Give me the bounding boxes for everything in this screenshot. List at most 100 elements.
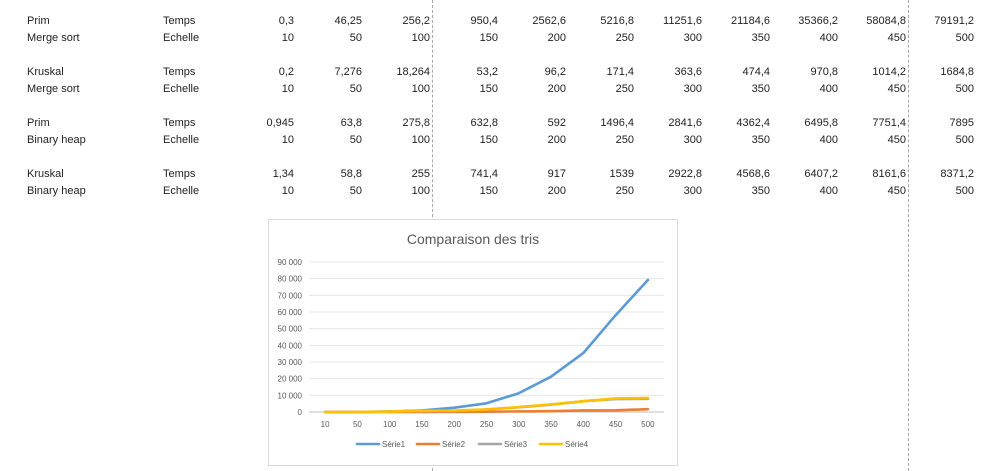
value-cell[interactable]: 10 — [281, 32, 294, 44]
value-cell[interactable]: 7,276 — [334, 66, 362, 78]
metric-label-cell[interactable]: Echelle — [163, 134, 200, 146]
value-cell[interactable]: 350 — [751, 32, 770, 44]
value-cell[interactable]: 400 — [819, 32, 838, 44]
value-cell[interactable]: 950,4 — [470, 15, 498, 27]
value-cell[interactable]: 100 — [411, 32, 430, 44]
value-cell[interactable]: 250 — [615, 83, 634, 95]
value-cell[interactable]: 275,8 — [402, 117, 430, 129]
algorithm-cell[interactable]: Kruskal — [27, 168, 64, 180]
value-cell[interactable]: 200 — [547, 134, 566, 146]
value-cell[interactable]: 11251,6 — [663, 15, 702, 27]
value-cell[interactable]: 58,8 — [340, 168, 362, 180]
metric-label-cell[interactable]: Temps — [163, 66, 196, 78]
algorithm-cell[interactable]: Prim — [27, 117, 50, 129]
value-cell[interactable]: 200 — [547, 185, 566, 197]
value-cell[interactable]: 21184,6 — [731, 15, 770, 27]
value-cell[interactable]: 5216,8 — [600, 15, 634, 27]
value-cell[interactable]: 1014,2 — [872, 66, 906, 78]
value-cell[interactable]: 450 — [887, 185, 906, 197]
metric-label-cell[interactable]: Echelle — [163, 83, 200, 95]
value-cell[interactable]: 255 — [411, 168, 430, 180]
value-cell[interactable]: 300 — [683, 83, 702, 95]
value-cell[interactable]: 8371,2 — [940, 168, 974, 180]
value-cell[interactable]: 500 — [955, 32, 974, 44]
value-cell[interactable]: 150 — [479, 32, 498, 44]
metric-label-cell[interactable]: Temps — [163, 168, 196, 180]
value-cell[interactable]: 400 — [819, 134, 838, 146]
value-cell[interactable]: 632,8 — [470, 117, 498, 129]
value-cell[interactable]: 4362,4 — [736, 117, 770, 129]
line-chart[interactable]: Comparaison des tris 0 10 000 20 000 30 000 4… — [268, 219, 678, 466]
value-cell[interactable]: 150 — [479, 134, 498, 146]
value-cell[interactable]: 970,8 — [810, 66, 838, 78]
value-cell[interactable]: 474,4 — [742, 66, 770, 78]
value-cell[interactable]: 10 — [281, 134, 294, 146]
metric-label-cell[interactable]: Echelle — [163, 32, 200, 44]
value-cell[interactable]: 300 — [683, 134, 702, 146]
value-cell[interactable]: 300 — [683, 32, 702, 44]
value-cell[interactable]: 200 — [547, 83, 566, 95]
value-cell[interactable]: 256,2 — [402, 15, 430, 27]
value-cell[interactable]: 400 — [819, 83, 838, 95]
value-cell[interactable]: 450 — [887, 32, 906, 44]
value-cell[interactable]: 0,945 — [266, 117, 294, 129]
value-cell[interactable]: 10 — [281, 83, 294, 95]
value-cell[interactable]: 592 — [547, 117, 566, 129]
value-cell[interactable]: 500 — [955, 134, 974, 146]
metric-label-cell[interactable]: Temps — [163, 117, 196, 129]
value-cell[interactable]: 300 — [683, 185, 702, 197]
value-cell[interactable]: 4568,6 — [736, 168, 770, 180]
metric-label-cell[interactable]: Echelle — [163, 185, 200, 197]
value-cell[interactable]: 200 — [547, 32, 566, 44]
value-cell[interactable]: 450 — [887, 134, 906, 146]
value-cell[interactable]: 2922,8 — [668, 168, 702, 180]
value-cell[interactable]: 1539 — [609, 168, 634, 180]
value-cell[interactable]: 35366,2 — [798, 15, 838, 27]
value-cell[interactable]: 1,34 — [272, 168, 294, 180]
value-cell[interactable]: 1496,4 — [600, 117, 634, 129]
value-cell[interactable]: 63,8 — [340, 117, 362, 129]
algorithm-cell[interactable]: Binary heap — [27, 134, 86, 146]
value-cell[interactable]: 7751,4 — [872, 117, 906, 129]
value-cell[interactable]: 500 — [955, 83, 974, 95]
value-cell[interactable]: 96,2 — [544, 66, 566, 78]
value-cell[interactable]: 171,4 — [606, 66, 634, 78]
value-cell[interactable]: 500 — [955, 185, 974, 197]
value-cell[interactable]: 350 — [751, 134, 770, 146]
metric-label-cell[interactable]: Temps — [163, 15, 196, 27]
value-cell[interactable]: 0,2 — [278, 66, 294, 78]
value-cell[interactable]: 100 — [411, 185, 430, 197]
value-cell[interactable]: 400 — [819, 185, 838, 197]
value-cell[interactable]: 53,2 — [476, 66, 498, 78]
value-cell[interactable]: 79191,2 — [934, 15, 974, 27]
algorithm-cell[interactable]: Kruskal — [27, 66, 64, 78]
value-cell[interactable]: 250 — [615, 185, 634, 197]
value-cell[interactable]: 0,3 — [278, 15, 294, 27]
value-cell[interactable]: 8161,6 — [872, 168, 906, 180]
value-cell[interactable]: 10 — [281, 185, 294, 197]
value-cell[interactable]: 6495,8 — [804, 117, 838, 129]
value-cell[interactable]: 100 — [411, 134, 430, 146]
value-cell[interactable]: 7895 — [949, 117, 974, 129]
algorithm-cell[interactable]: Prim — [27, 15, 50, 27]
value-cell[interactable]: 250 — [615, 134, 634, 146]
value-cell[interactable]: 1684,8 — [940, 66, 974, 78]
value-cell[interactable]: 917 — [547, 168, 566, 180]
value-cell[interactable]: 350 — [751, 83, 770, 95]
value-cell[interactable]: 450 — [887, 83, 906, 95]
value-cell[interactable]: 6407,2 — [804, 168, 838, 180]
algorithm-cell[interactable]: Merge sort — [27, 32, 80, 44]
value-cell[interactable]: 250 — [615, 32, 634, 44]
value-cell[interactable]: 2841,6 — [668, 117, 702, 129]
value-cell[interactable]: 50 — [349, 185, 362, 197]
value-cell[interactable]: 741,4 — [470, 168, 498, 180]
value-cell[interactable]: 100 — [411, 83, 430, 95]
value-cell[interactable]: 150 — [479, 83, 498, 95]
value-cell[interactable]: 2562,6 — [532, 15, 566, 27]
value-cell[interactable]: 18,264 — [396, 66, 430, 78]
value-cell[interactable]: 50 — [349, 32, 362, 44]
value-cell[interactable]: 58084,8 — [866, 15, 906, 27]
value-cell[interactable]: 350 — [751, 185, 770, 197]
value-cell[interactable]: 46,25 — [334, 15, 362, 27]
value-cell[interactable]: 363,6 — [674, 66, 702, 78]
